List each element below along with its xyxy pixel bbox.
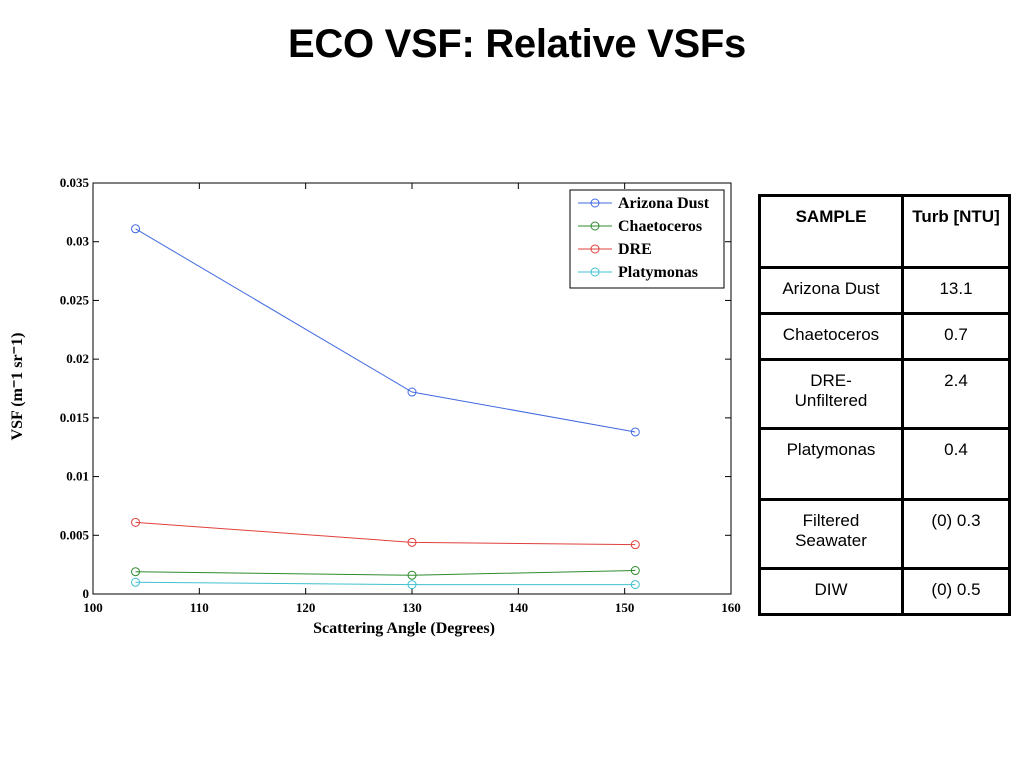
data-point xyxy=(630,580,640,590)
y-tick-label: 0.025 xyxy=(60,292,90,307)
legend-label: Platymonas xyxy=(618,264,698,281)
data-point xyxy=(131,517,141,527)
legend-label: Chaetoceros xyxy=(618,218,702,235)
sample-cell: DIW xyxy=(758,567,904,616)
data-point xyxy=(407,387,417,397)
chart-legend: Arizona Dust Chaetoceros DRE Platymonas xyxy=(569,189,725,289)
turbidity-cell: 13.1 xyxy=(901,266,1011,315)
data-point xyxy=(407,580,417,590)
data-point xyxy=(630,566,640,576)
header-turbidity: Turb [NTU] xyxy=(901,194,1011,269)
turbidity-table: SAMPLE Turb [NTU] Arizona Dust 13.1 Chae… xyxy=(758,194,1011,616)
series-line xyxy=(135,521,636,546)
turbidity-cell: (0) 0.3 xyxy=(901,498,1011,570)
slide-title: ECO VSF: Relative VSFs xyxy=(288,22,746,66)
turbidity-cell: 2.4 xyxy=(901,358,1011,430)
legend-label: DRE xyxy=(618,241,652,258)
legend-marker xyxy=(590,244,600,254)
y-tick-label: 0.035 xyxy=(60,175,90,190)
data-point xyxy=(630,427,640,437)
y-tick-label: 0.005 xyxy=(60,527,90,542)
legend-label: Arizona Dust xyxy=(618,195,710,212)
sample-cell: Chaetoceros xyxy=(758,312,904,361)
legend-marker xyxy=(590,198,600,208)
series-chaetoceros xyxy=(131,566,640,580)
y-tick-label: 0.02 xyxy=(66,351,89,366)
x-tick-label: 120 xyxy=(296,600,316,615)
series-line xyxy=(135,581,636,586)
table-row: Chaetoceros 0.7 xyxy=(758,312,1011,361)
sample-cell: Platymonas xyxy=(758,427,904,501)
table-header-row: SAMPLE Turb [NTU] xyxy=(758,194,1011,269)
turbidity-cell: (0) 0.5 xyxy=(901,567,1011,616)
legend-marker xyxy=(590,221,600,231)
turbidity-cell: 0.4 xyxy=(901,427,1011,501)
table-row: Arizona Dust 13.1 xyxy=(758,266,1011,315)
table-row: DRE-Unfiltered 2.4 xyxy=(758,358,1011,430)
vsf-line-chart: 100 110 120 130 140 150 160 0 0.005 0.01 0.015 0.02… xyxy=(9,175,741,637)
header-sample: SAMPLE xyxy=(758,194,904,269)
x-tick-label: 140 xyxy=(509,600,529,615)
data-point xyxy=(407,537,417,547)
series-line xyxy=(135,228,636,433)
x-tick-label: 130 xyxy=(402,600,422,615)
y-axis-label: VSF (m⁻1 sr⁻1) xyxy=(9,333,26,441)
data-point xyxy=(131,577,141,587)
x-tick-label: 150 xyxy=(615,600,635,615)
data-point xyxy=(131,224,141,234)
x-tick-label: 100 xyxy=(83,600,103,615)
data-point xyxy=(407,570,417,580)
sample-cell: Filtered Seawater xyxy=(758,498,904,570)
table-row: DIW (0) 0.5 xyxy=(758,567,1011,616)
x-tick-label: 110 xyxy=(190,600,209,615)
x-axis-label: Scattering Angle (Degrees) xyxy=(313,620,495,637)
data-point xyxy=(131,567,141,577)
y-tick-label: 0 xyxy=(83,586,90,601)
table-row: Filtered Seawater (0) 0.3 xyxy=(758,498,1011,570)
turbidity-cell: 0.7 xyxy=(901,312,1011,361)
x-tick-label: 160 xyxy=(721,600,741,615)
sample-cell: DRE-Unfiltered xyxy=(758,358,904,430)
sample-cell: Arizona Dust xyxy=(758,266,904,315)
y-tick-label: 0.01 xyxy=(66,469,89,484)
y-tick-label: 0.03 xyxy=(66,234,89,249)
y-tick-label: 0.015 xyxy=(60,410,90,425)
series-arizona-dust xyxy=(131,224,640,437)
series-line xyxy=(135,570,636,576)
data-point xyxy=(630,540,640,550)
series-dre xyxy=(131,517,640,550)
legend-marker xyxy=(590,267,600,277)
series-platymonas xyxy=(131,577,640,590)
table-row: Platymonas 0.4 xyxy=(758,427,1011,501)
